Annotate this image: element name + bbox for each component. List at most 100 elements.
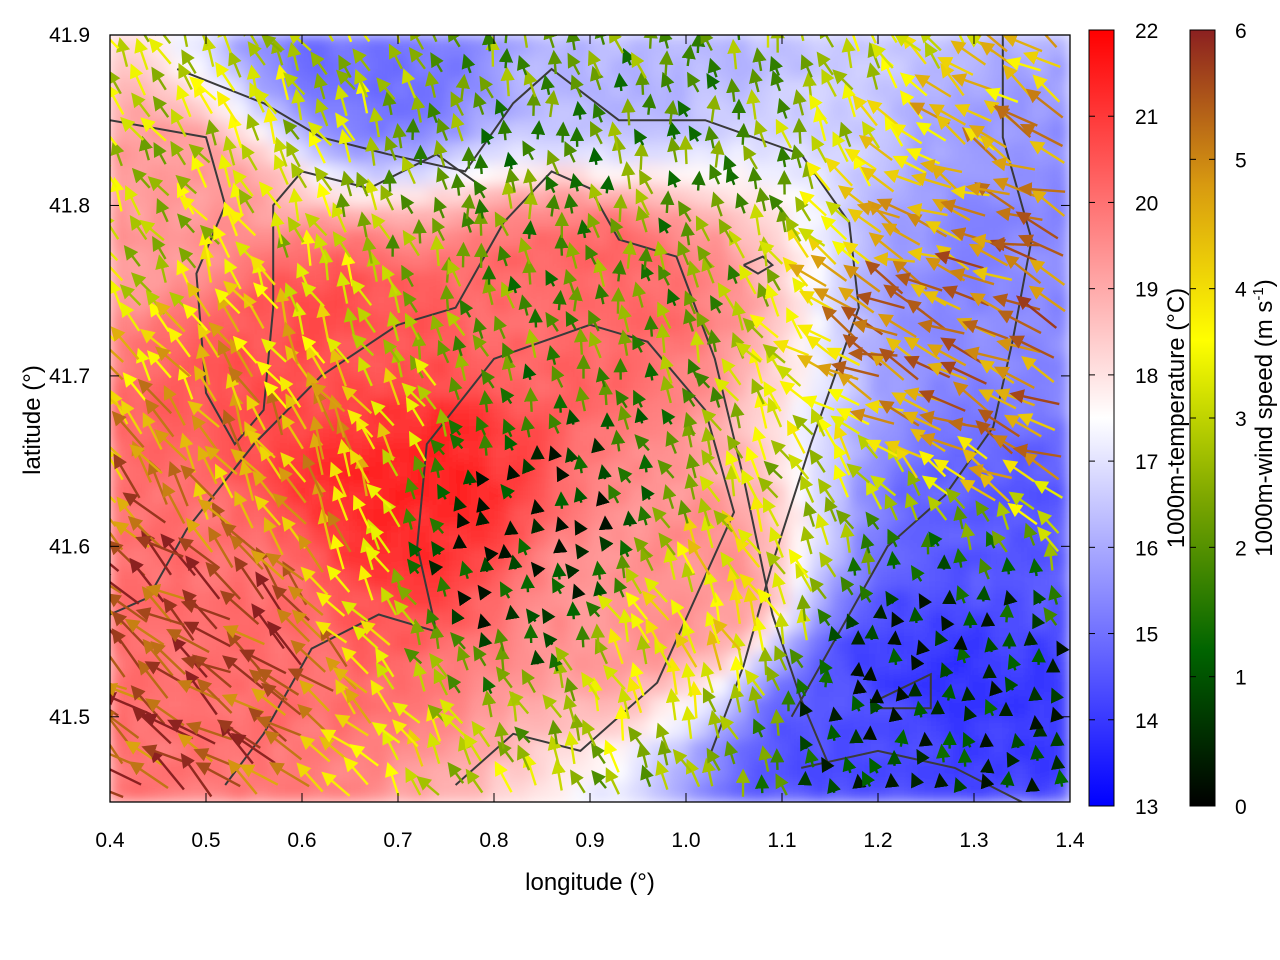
wind-vector <box>737 35 741 41</box>
wind-vector <box>731 300 746 331</box>
colorbar-tick-label: 3 <box>1235 408 1247 431</box>
wind-vector <box>187 400 220 428</box>
wind-vector <box>278 466 307 504</box>
wind-vector <box>911 654 925 671</box>
wind-vector <box>710 295 724 314</box>
wind-vector <box>505 167 520 193</box>
wind-vector <box>861 548 876 575</box>
wind-vector <box>645 618 665 654</box>
wind-vector <box>884 772 900 788</box>
wind-vector <box>615 389 630 409</box>
wind-vector <box>213 224 231 259</box>
wind-vector <box>565 447 579 464</box>
wind-vector <box>153 141 167 165</box>
wind-vector <box>473 317 487 339</box>
wind-vector <box>121 399 143 435</box>
wind-vector <box>411 94 426 123</box>
wind-vector <box>641 485 655 502</box>
wind-vector <box>427 732 441 765</box>
wind-vector <box>547 735 562 766</box>
wind-vector <box>352 625 379 650</box>
wind-vector <box>332 667 368 694</box>
wind-vector <box>436 166 450 191</box>
wind-vector <box>890 123 923 145</box>
wind-vector <box>610 287 626 314</box>
wind-vector <box>851 319 898 337</box>
wind-vector <box>800 54 814 78</box>
wind-vector <box>497 119 513 141</box>
wind-vector <box>915 122 947 142</box>
wind-vector <box>530 499 545 515</box>
wind-vector <box>147 176 170 197</box>
wind-vector <box>691 170 706 191</box>
wind-vector <box>614 704 630 741</box>
wind-vector <box>523 168 538 196</box>
wind-vector <box>670 599 691 630</box>
colorbar-tick-label: 16 <box>1135 537 1158 560</box>
wind-vector <box>370 679 392 713</box>
wind-vector <box>841 37 856 69</box>
wind-vector <box>369 524 391 554</box>
wind-vector <box>665 430 679 454</box>
wind-vector <box>330 534 345 570</box>
wind-vector <box>518 537 532 556</box>
wind-vector <box>660 190 675 213</box>
wind-vector <box>614 577 628 598</box>
wind-vector <box>919 159 963 174</box>
wind-vector <box>826 347 861 367</box>
wind-vector <box>927 495 948 521</box>
wind-vector <box>340 170 355 197</box>
wind-vector <box>817 478 836 504</box>
wind-vector <box>304 212 328 237</box>
wind-vector <box>681 621 697 654</box>
wind-vector <box>587 212 601 239</box>
wind-vector <box>607 121 623 151</box>
wind-vector <box>657 301 672 330</box>
wind-vector <box>302 453 324 498</box>
wind-vector <box>667 136 682 163</box>
wind-vector <box>497 245 512 267</box>
wind-vector <box>218 153 233 188</box>
wind-vector <box>906 299 947 331</box>
wind-vector <box>343 307 358 337</box>
wind-vector <box>628 726 645 749</box>
wind-vector <box>683 290 698 315</box>
wind-vector <box>332 231 352 258</box>
wind-vector <box>155 346 191 378</box>
wind-vector <box>922 291 961 311</box>
wind-vector <box>138 135 153 161</box>
wind-vector <box>587 50 602 77</box>
wind-vector <box>666 288 681 307</box>
colorbar-tick-label: 14 <box>1135 710 1159 733</box>
wind-vector <box>185 669 218 716</box>
wind-vector <box>152 235 167 260</box>
wind-vector <box>766 551 786 575</box>
wind-vector <box>727 38 742 70</box>
wind-vector <box>413 661 427 692</box>
wind-vector <box>227 759 258 795</box>
wind-vector <box>654 638 672 669</box>
wind-vector <box>706 629 722 671</box>
wind-vector <box>478 632 493 648</box>
wind-vector <box>234 556 265 600</box>
wind-vector <box>286 141 301 168</box>
wind-vector <box>638 246 653 270</box>
wind-vector <box>129 63 146 96</box>
wind-vector <box>640 764 654 788</box>
wind-vector <box>757 282 771 307</box>
wind-vector <box>185 555 221 600</box>
wind-vector <box>446 310 466 337</box>
wind-vector <box>439 698 464 725</box>
colorbar-tick-label: 4 <box>1235 279 1247 302</box>
wind-vector <box>633 536 652 558</box>
wind-vector <box>818 668 834 688</box>
wind-vector <box>619 539 634 558</box>
wind-vector <box>572 583 586 600</box>
x-tick-label: 1.1 <box>767 829 796 852</box>
wind-vector <box>704 125 719 149</box>
wind-vector <box>945 487 966 510</box>
wind-vector <box>338 128 353 163</box>
wind-vector <box>577 219 592 239</box>
wind-vector <box>545 174 559 194</box>
wind-vector <box>337 438 352 477</box>
